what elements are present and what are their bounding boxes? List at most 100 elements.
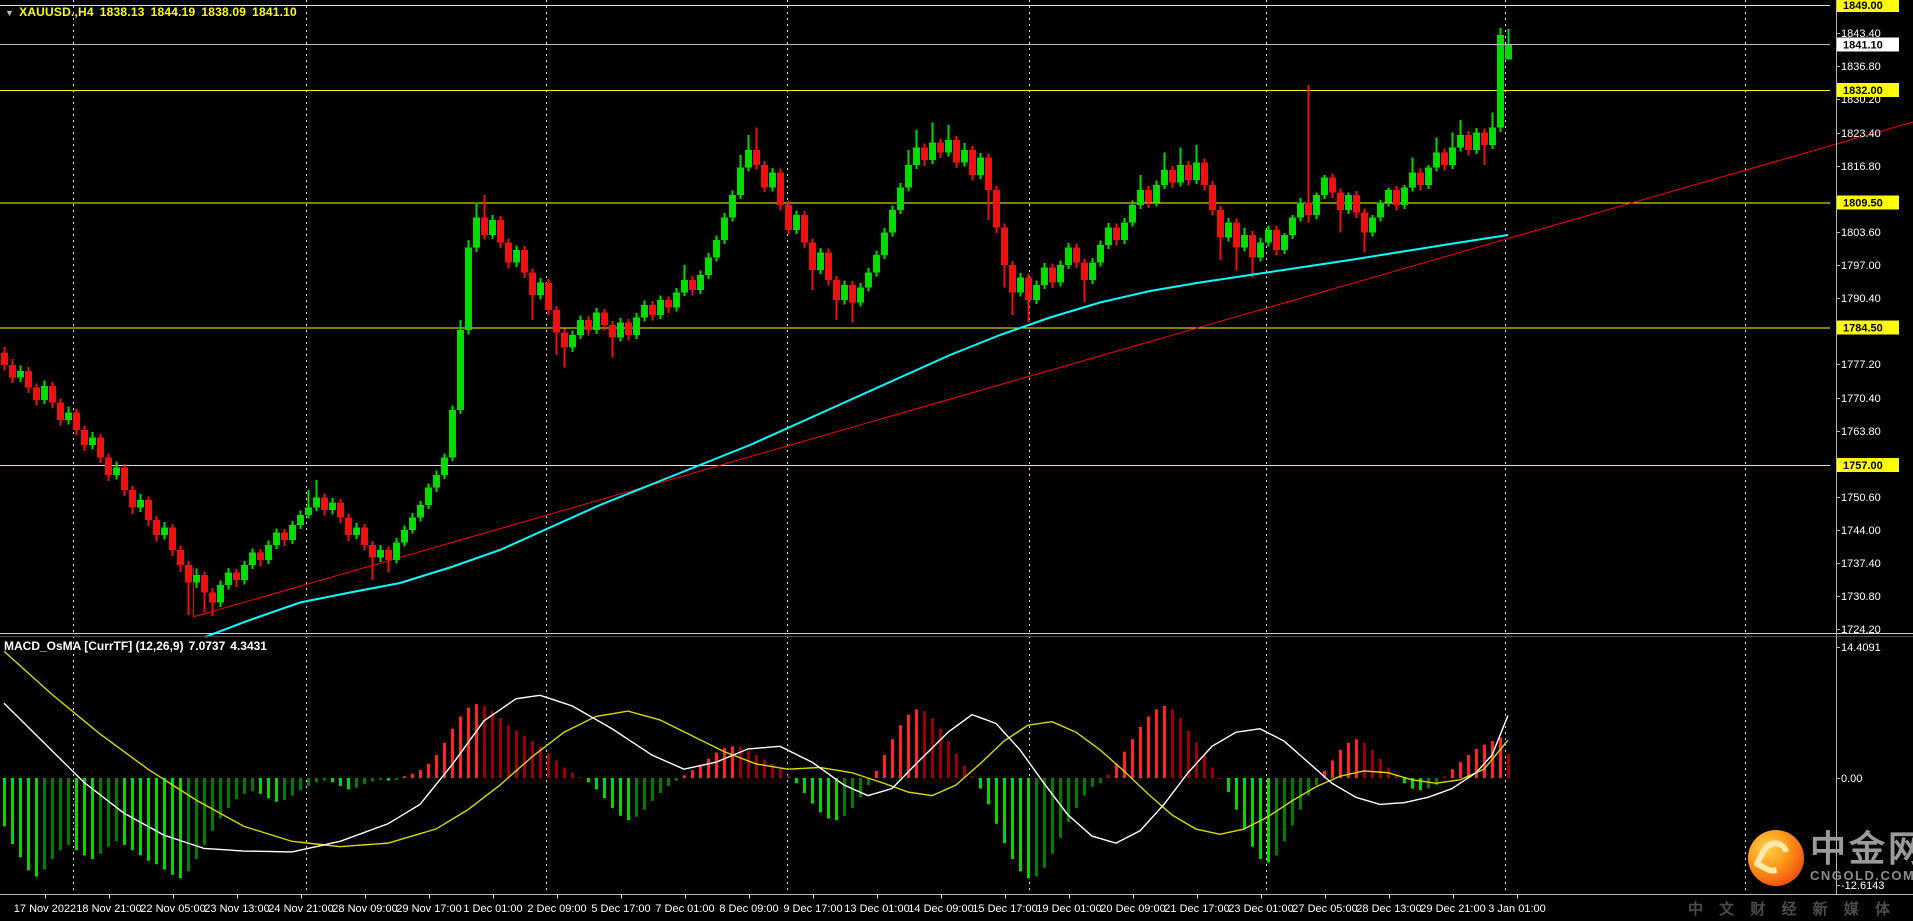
time-tick-label: 7 Dec 01:00: [655, 903, 714, 915]
macd-histogram-bar: [803, 778, 806, 793]
price-tick-label: 1836.80: [1841, 61, 1881, 73]
candle-body: [81, 430, 88, 445]
candle-body: [1161, 170, 1168, 185]
macd-histogram-bar: [267, 778, 270, 799]
macd-histogram-bar: [787, 775, 790, 778]
candle-body: [393, 542, 400, 560]
candle-body: [441, 457, 448, 475]
macd-histogram-bar: [907, 714, 910, 778]
candle-body: [1465, 135, 1472, 150]
candle-body: [1249, 235, 1256, 258]
candle-body: [857, 287, 864, 303]
candle-body: [953, 140, 960, 163]
candle-body: [1409, 172, 1416, 188]
close-value: 1841.10: [252, 5, 297, 19]
time-tick-label: 14 Dec 09:00: [908, 903, 973, 915]
macd-histogram-bar: [1187, 730, 1190, 778]
candle-body: [377, 550, 384, 558]
macd-histogram-bar: [1419, 778, 1422, 791]
macd-histogram-bar: [675, 778, 678, 781]
macd-histogram-bar: [283, 778, 286, 800]
macd-histogram-bar: [659, 778, 662, 793]
macd-histogram-bar: [27, 778, 30, 871]
macd-histogram-bar: [1011, 778, 1014, 859]
macd-histogram-bar: [451, 728, 454, 778]
candle-body: [1097, 245, 1104, 263]
macd-histogram-bar: [1395, 774, 1398, 778]
macd-histogram-bar: [115, 778, 118, 842]
macd-histogram-bar: [627, 778, 630, 821]
macd-histogram-bar: [171, 778, 174, 875]
macd-histogram-bar: [427, 763, 430, 778]
candle-body: [137, 500, 144, 508]
macd-histogram-bar: [435, 755, 438, 778]
macd-histogram-bar: [1059, 778, 1062, 838]
macd-histogram-bar: [395, 778, 398, 780]
macd-histogram-bar: [107, 778, 110, 847]
candle-body: [89, 437, 96, 445]
macd-histogram-bar: [1235, 778, 1238, 810]
cngold-logo-icon: [1748, 830, 1804, 886]
highlighted-price-label-bg: [1837, 320, 1899, 335]
macd-histogram-bar: [995, 778, 998, 824]
macd-histogram-bar: [571, 772, 574, 778]
macd-histogram-bar: [195, 778, 198, 859]
candle-body: [537, 282, 544, 295]
macd-histogram-bar: [1355, 739, 1358, 778]
macd-histogram-bar: [1123, 751, 1126, 778]
candle-body: [617, 322, 624, 338]
candle-body: [817, 252, 824, 270]
macd-histogram-bar: [1315, 778, 1318, 786]
macd-histogram-bar: [1339, 749, 1342, 778]
macd-histogram-bar: [275, 778, 278, 802]
candle-body: [921, 147, 928, 160]
candle-body: [801, 215, 808, 243]
candle-body: [1297, 202, 1304, 218]
highlighted-price-label: 1832.00: [1843, 85, 1883, 97]
candle-body: [41, 386, 48, 400]
candle-body: [985, 157, 992, 190]
macd-histogram-bar: [35, 778, 38, 877]
cngold-logo: 中金网 CNGOLD.COM.CN: [1748, 830, 1913, 886]
macd-histogram-bar: [1267, 778, 1270, 863]
candle-body: [297, 515, 304, 525]
macd-histogram-bar: [1307, 778, 1310, 796]
macd-histogram-bar: [507, 725, 510, 778]
open-value: 1838.13: [99, 5, 145, 19]
candle-body: [689, 280, 696, 290]
candle-body: [1185, 165, 1192, 180]
candle-body: [465, 247, 472, 330]
macd-histogram-bar: [339, 778, 342, 786]
candle-body: [673, 292, 680, 308]
candle-body: [9, 365, 16, 378]
candle-body: [1057, 265, 1064, 283]
macd-histogram-bar: [731, 746, 734, 778]
candle-body: [809, 242, 816, 270]
candle-body: [353, 527, 360, 535]
triangle-down-icon[interactable]: ▼: [5, 8, 15, 18]
macd-histogram-bar: [1043, 778, 1046, 868]
candle-body: [345, 517, 352, 535]
macd-histogram-bar: [547, 753, 550, 778]
time-tick-label: 29 Nov 17:00: [396, 903, 461, 915]
macd-histogram-bar: [739, 747, 742, 778]
ma-line: [204, 234, 1509, 638]
candle-body: [1313, 195, 1320, 215]
macd-histogram-bar: [1459, 762, 1462, 778]
macd-histogram-bar: [1411, 778, 1414, 789]
candle-body: [1457, 135, 1464, 148]
macd-histogram-bar: [1131, 739, 1134, 778]
candle-body: [161, 527, 168, 535]
candle-body: [1145, 190, 1152, 203]
candle-body: [625, 322, 632, 335]
candle-body: [1497, 35, 1504, 128]
candle-body: [233, 572, 240, 580]
candle-body: [1209, 185, 1216, 210]
candle-body: [1001, 227, 1008, 265]
candle-body: [521, 250, 528, 273]
time-tick-label: 23 Dec 01:00: [1228, 903, 1293, 915]
candle-body: [1201, 162, 1208, 185]
macd-histogram-bar: [51, 778, 54, 859]
macd-histogram-bar: [635, 778, 638, 817]
